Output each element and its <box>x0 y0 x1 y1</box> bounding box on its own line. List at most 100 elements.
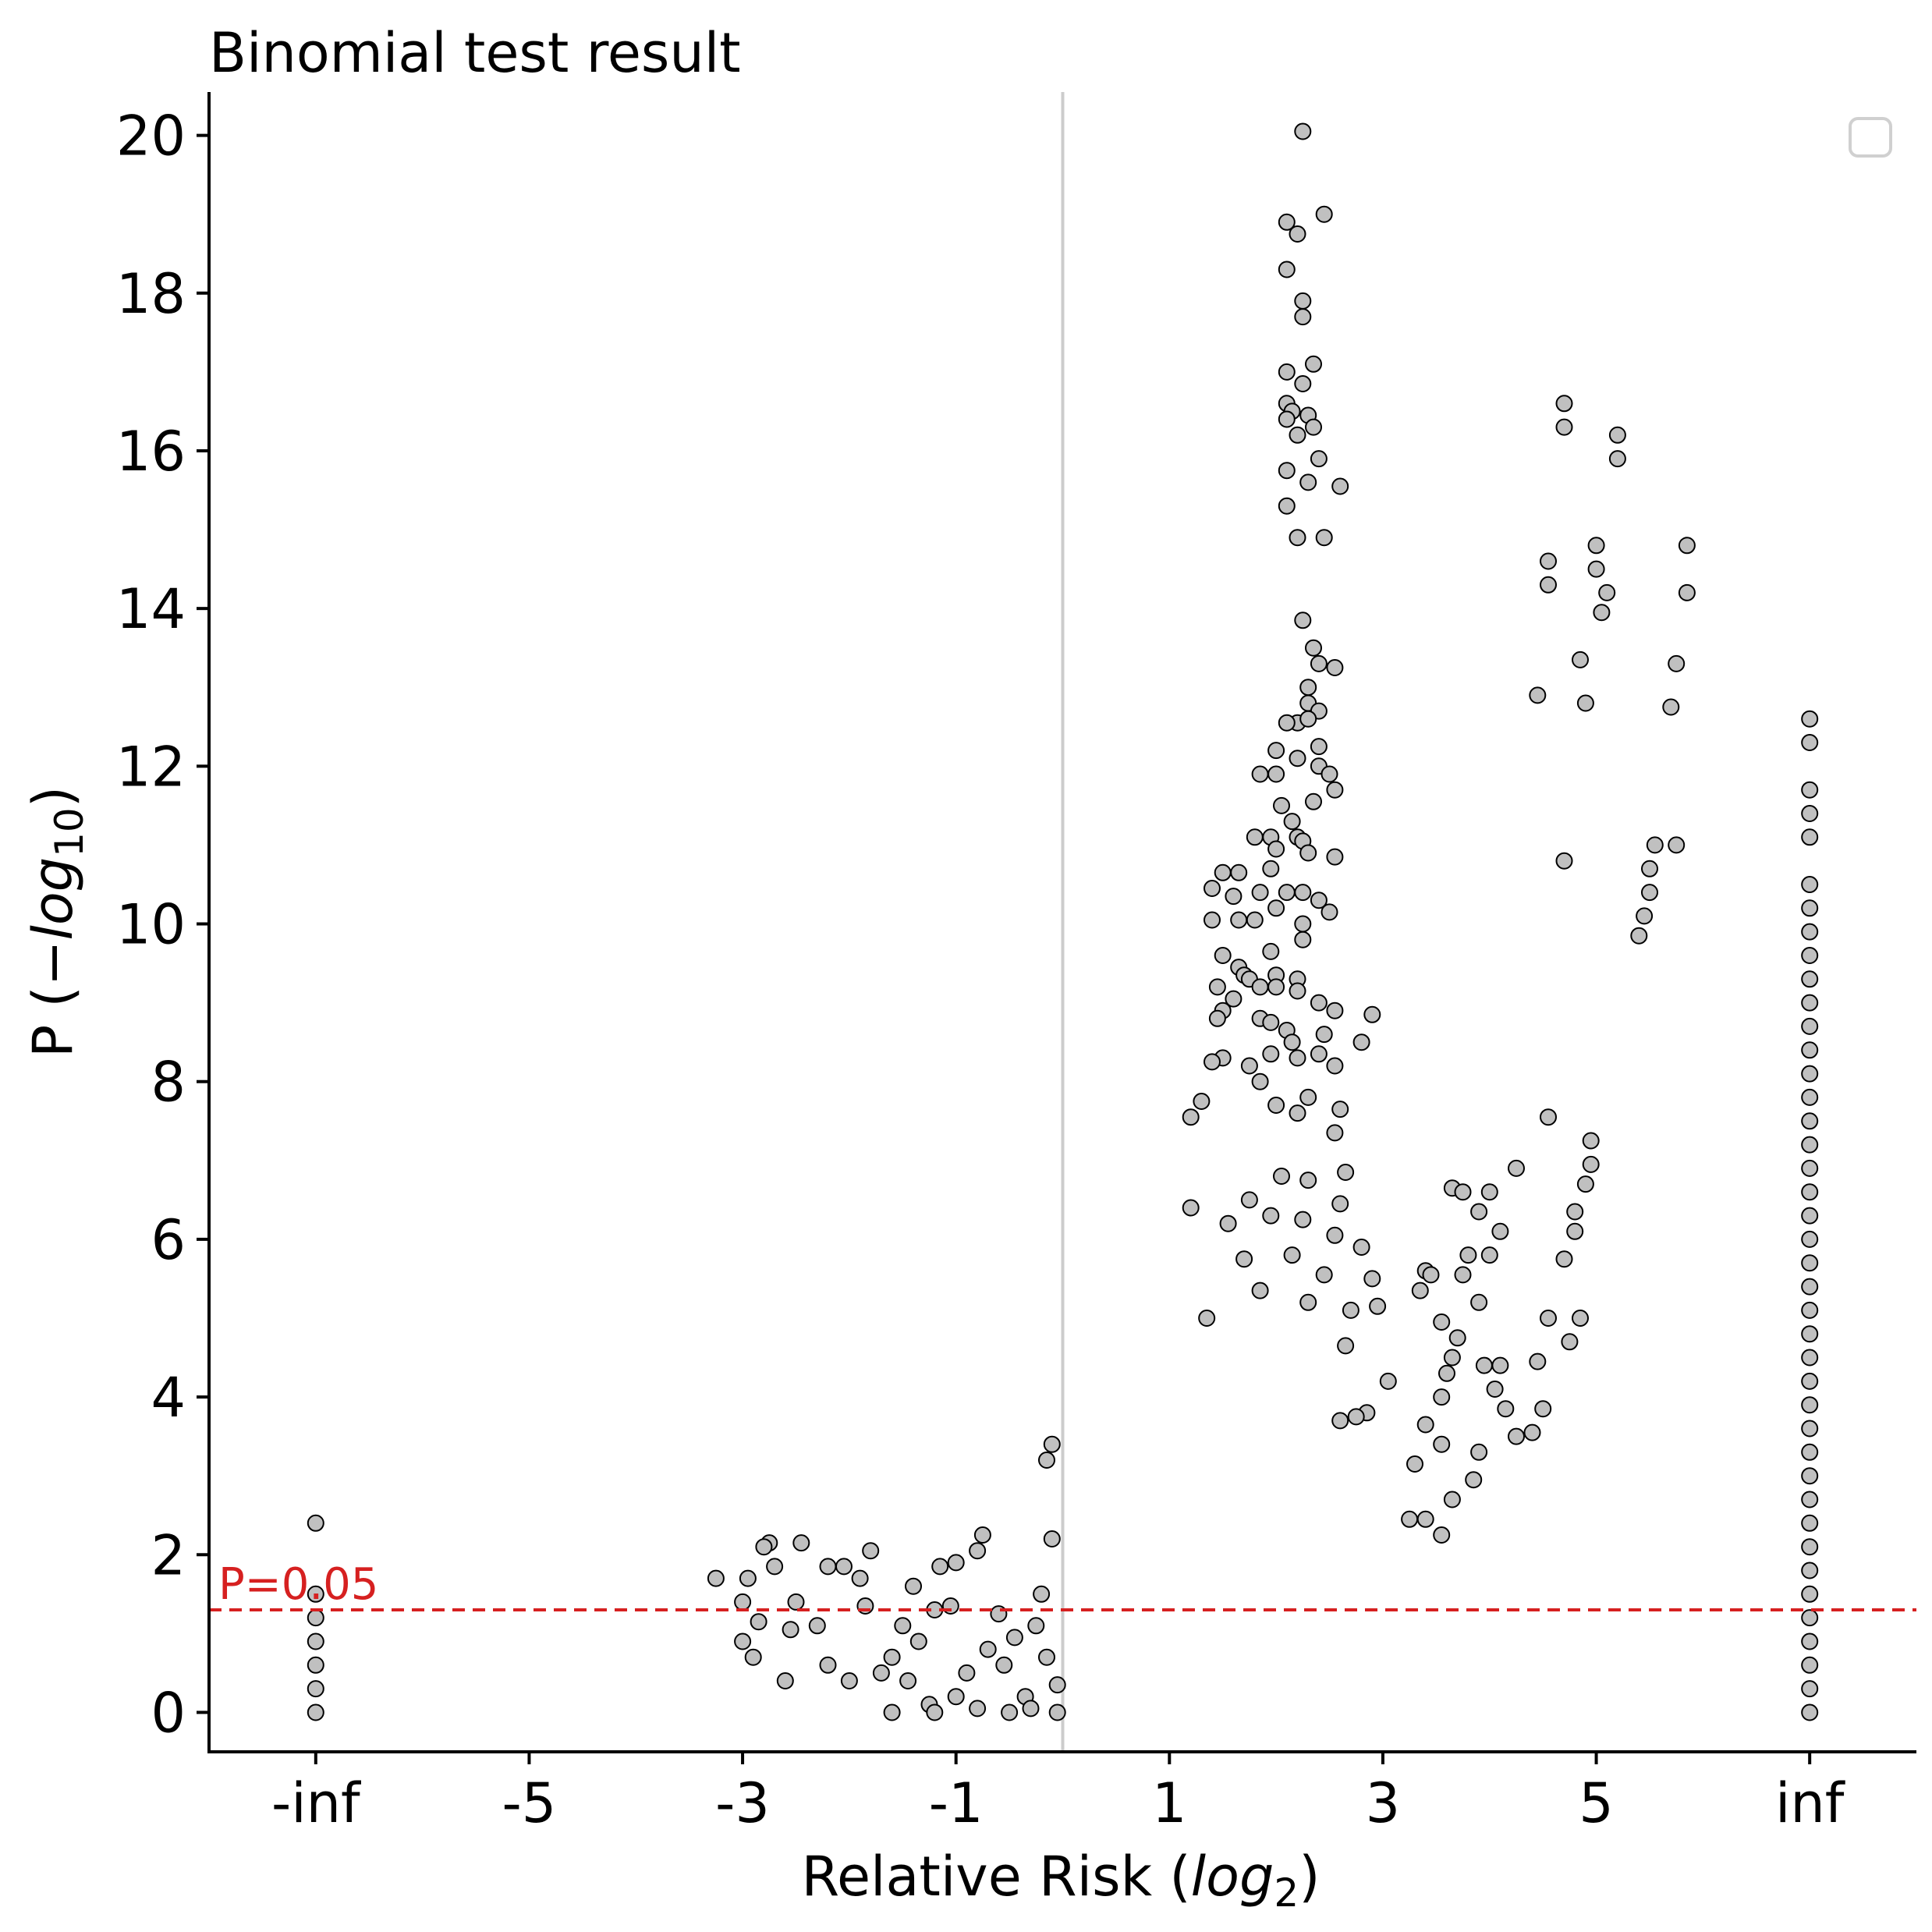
data-point <box>1678 583 1696 601</box>
data-point <box>1022 1700 1040 1718</box>
data-point <box>1278 363 1296 381</box>
data-point <box>1555 395 1573 413</box>
data-point <box>1540 1310 1557 1327</box>
data-point <box>1251 1282 1269 1299</box>
data-point <box>1379 1372 1397 1390</box>
data-point <box>1305 418 1322 436</box>
data-point-pos-inf <box>1801 1230 1819 1248</box>
data-point <box>947 1554 965 1572</box>
x-tick-label: -3 <box>715 1771 770 1835</box>
points-layer <box>307 122 1819 1721</box>
data-point <box>1508 1159 1525 1177</box>
data-point <box>1540 576 1557 594</box>
data-point <box>1470 1443 1488 1461</box>
data-point-pos-inf <box>1801 734 1819 751</box>
data-point <box>1289 225 1306 243</box>
data-point <box>1566 1222 1584 1240</box>
data-point <box>1406 1455 1423 1473</box>
data-point <box>1001 1703 1019 1721</box>
data-point <box>1043 1435 1061 1453</box>
data-point <box>1491 1356 1509 1374</box>
data-point <box>1416 1416 1434 1434</box>
data-point <box>883 1648 901 1666</box>
data-point <box>958 1664 976 1682</box>
data-point <box>1262 1207 1280 1225</box>
data-point-pos-inf <box>1801 876 1819 893</box>
data-point <box>926 1703 944 1721</box>
data-point <box>931 1558 949 1576</box>
data-point <box>969 1542 987 1560</box>
data-point <box>1310 450 1328 468</box>
data-point <box>1363 1005 1381 1023</box>
data-point <box>1294 308 1312 326</box>
data-point <box>1465 1471 1483 1489</box>
data-point <box>1342 1301 1359 1319</box>
data-point <box>1214 863 1232 881</box>
data-point <box>894 1617 912 1635</box>
data-point <box>1540 1108 1557 1126</box>
data-point <box>1443 1491 1461 1508</box>
data-point <box>835 1558 853 1576</box>
data-point <box>1251 978 1269 996</box>
data-point <box>1529 686 1547 704</box>
data-point <box>1646 836 1664 854</box>
data-point <box>1347 1408 1365 1426</box>
chart-title: Binomial test result <box>209 21 741 85</box>
data-point <box>1182 1108 1200 1126</box>
data-point <box>1326 1226 1344 1244</box>
y-tick-label: 14 <box>116 577 186 641</box>
data-point <box>1240 1191 1258 1209</box>
data-point-pos-inf <box>1801 1136 1819 1154</box>
data-point-pos-inf <box>1801 1585 1819 1603</box>
data-point <box>1352 1239 1370 1256</box>
data-point-pos-inf <box>1801 1443 1819 1461</box>
data-point <box>1326 1057 1344 1075</box>
data-point <box>1219 1214 1237 1232</box>
data-point <box>1315 205 1333 223</box>
data-point-pos-inf <box>1801 1656 1819 1674</box>
data-point-pos-inf <box>1801 947 1819 964</box>
data-point <box>1582 1132 1600 1150</box>
data-point-pos-inf <box>1801 923 1819 941</box>
data-point <box>755 1538 773 1556</box>
data-point <box>1470 1293 1488 1311</box>
data-point <box>1299 844 1317 862</box>
data-point <box>1251 1072 1269 1090</box>
data-point <box>1320 765 1338 783</box>
data-point <box>744 1648 762 1666</box>
data-point <box>1411 1282 1429 1299</box>
data-point <box>909 1632 927 1650</box>
data-point <box>1416 1510 1434 1528</box>
data-point <box>1491 1222 1509 1240</box>
data-point <box>1326 848 1344 866</box>
data-point <box>1422 1266 1440 1284</box>
data-point <box>1208 978 1226 996</box>
data-point <box>1204 1053 1221 1071</box>
data-point <box>1572 1310 1589 1327</box>
data-point <box>1235 1250 1253 1268</box>
data-point-pos-inf <box>1801 1183 1819 1201</box>
data-point <box>750 1613 767 1631</box>
data-point <box>1448 1329 1466 1347</box>
data-point <box>1289 1104 1306 1122</box>
data-point <box>1433 1526 1451 1544</box>
data-point <box>819 1656 837 1674</box>
data-point <box>1593 604 1611 622</box>
data-point <box>808 1617 826 1635</box>
data-point <box>1668 836 1686 854</box>
data-point <box>1289 426 1306 444</box>
data-point <box>1278 261 1296 278</box>
data-point-pos-inf <box>1801 1278 1819 1296</box>
data-point <box>739 1569 757 1587</box>
data-point <box>1251 884 1269 902</box>
data-point <box>1294 884 1312 902</box>
data-point-pos-inf <box>1801 1396 1819 1414</box>
data-point-pos-inf <box>1801 1538 1819 1556</box>
x-ticks: -inf -5 -3 -1 1 3 5 inf <box>271 1752 1845 1835</box>
data-point <box>1337 1337 1355 1355</box>
data-point <box>1315 1266 1333 1284</box>
data-point <box>1480 1183 1498 1201</box>
data-point <box>1278 213 1296 231</box>
data-point <box>1182 1199 1200 1217</box>
data-point <box>1262 1045 1280 1063</box>
